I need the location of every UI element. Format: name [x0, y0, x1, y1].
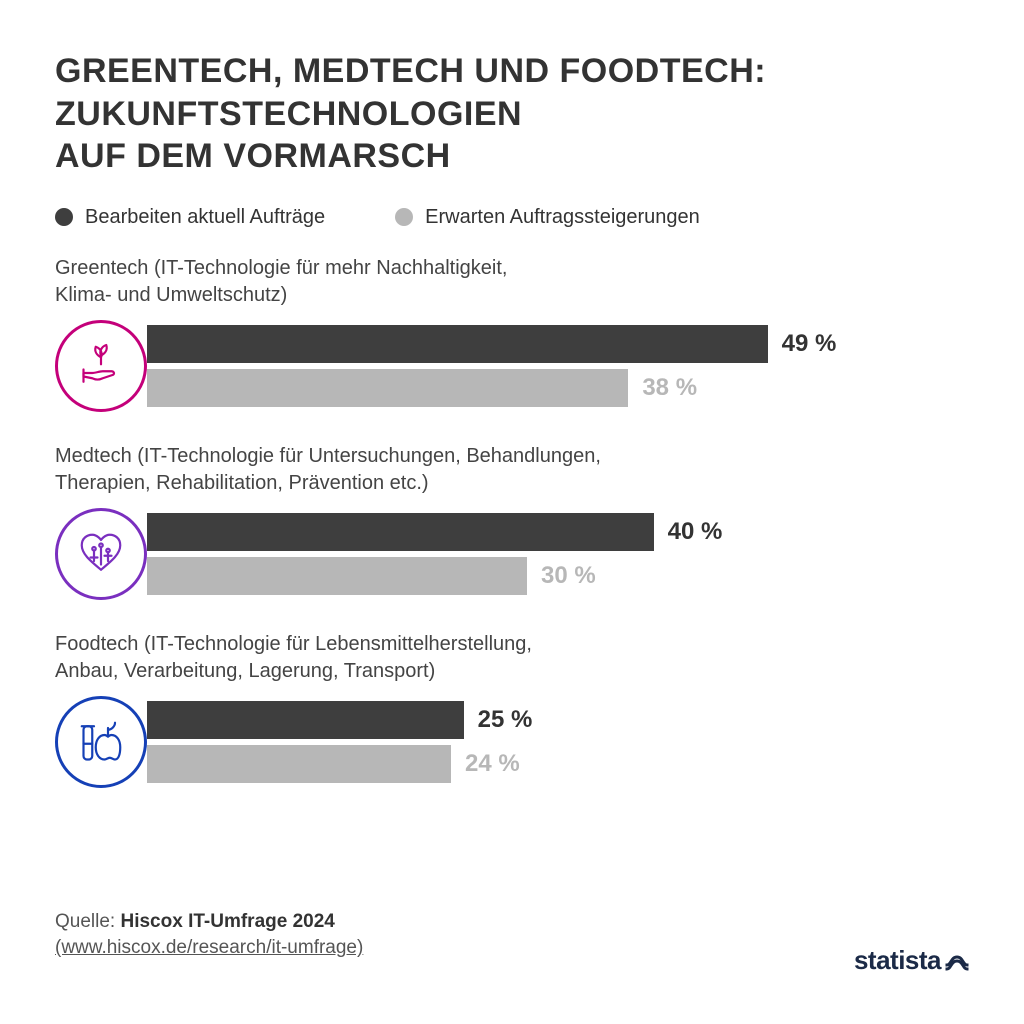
- source-bold: Hiscox IT-Umfrage 2024: [120, 911, 334, 932]
- category-desc: Foodtech (IT-Technologie für Lebensmitte…: [55, 631, 969, 685]
- bar: [147, 701, 464, 739]
- bars-wrap: 49 % 38 %: [55, 319, 969, 413]
- bars-wrap: 25 % 24 %: [55, 695, 969, 789]
- legend-label: Erwarten Auftragssteigerungen: [425, 206, 700, 229]
- source-caption: Quelle: Hiscox IT-Umfrage 2024 (www.hisc…: [55, 909, 363, 962]
- source-prefix: Quelle:: [55, 911, 120, 932]
- plant-hand-icon: [55, 320, 147, 412]
- title-line: ZUKUNFTSTECHNOLOGIEN: [55, 95, 522, 133]
- category-desc: Greentech (IT-Technologie für mehr Nachh…: [55, 255, 969, 309]
- category-medtech: Medtech (IT-Technologie für Untersuchung…: [55, 443, 969, 601]
- bar-stack: 40 % 30 %: [101, 507, 969, 601]
- title-line: GREENTECH, MEDTECH UND FOODTECH:: [55, 52, 766, 90]
- bar-row-expected: 30 %: [101, 557, 969, 595]
- statista-text: statista: [854, 945, 941, 976]
- bar-row-current: 25 %: [101, 701, 969, 739]
- category-greentech: Greentech (IT-Technologie für mehr Nachh…: [55, 255, 969, 413]
- bar-row-current: 49 %: [101, 325, 969, 363]
- legend-label: Bearbeiten aktuell Aufträge: [85, 206, 325, 229]
- source-url: (www.hiscox.de/research/it-umfrage): [55, 937, 363, 958]
- title-line: AUF DEM VORMARSCH: [55, 137, 451, 175]
- legend-dot: [55, 208, 73, 226]
- bar: [147, 369, 628, 407]
- statista-logo: statista: [854, 945, 969, 976]
- desc-line: Medtech (IT-Technologie für Untersuchung…: [55, 445, 601, 467]
- legend-dot: [395, 208, 413, 226]
- bar: [147, 513, 654, 551]
- desc-line: Greentech (IT-Technologie für mehr Nachh…: [55, 257, 507, 279]
- category-desc: Medtech (IT-Technologie für Untersuchung…: [55, 443, 969, 497]
- bar: [147, 325, 768, 363]
- bar-value-label: 24 %: [465, 750, 520, 778]
- statista-wave-icon: [945, 949, 969, 973]
- legend: Bearbeiten aktuell Aufträge Erwarten Auf…: [55, 206, 969, 229]
- bar-stack: 25 % 24 %: [101, 695, 969, 789]
- bar-value-label: 25 %: [478, 706, 533, 734]
- bar: [147, 557, 527, 595]
- bar-row-expected: 24 %: [101, 745, 969, 783]
- legend-item-expected: Erwarten Auftragssteigerungen: [395, 206, 700, 229]
- bar-chart: Greentech (IT-Technologie für mehr Nachh…: [55, 255, 969, 789]
- bar-stack: 49 % 38 %: [101, 319, 969, 413]
- desc-line: Anbau, Verarbeitung, Lagerung, Transport…: [55, 660, 435, 682]
- bar-value-label: 49 %: [782, 330, 837, 358]
- heart-circuit-icon: [55, 508, 147, 600]
- category-foodtech: Foodtech (IT-Technologie für Lebensmitte…: [55, 631, 969, 789]
- tube-apple-icon: [55, 696, 147, 788]
- bar: [147, 745, 451, 783]
- bar-value-label: 40 %: [668, 518, 723, 546]
- page-title: GREENTECH, MEDTECH UND FOODTECH: ZUKUNFT…: [55, 50, 969, 178]
- desc-line: Klima- und Umweltschutz): [55, 284, 287, 306]
- desc-line: Foodtech (IT-Technologie für Lebensmitte…: [55, 633, 532, 655]
- legend-item-current: Bearbeiten aktuell Aufträge: [55, 206, 325, 229]
- bar-value-label: 30 %: [541, 562, 596, 590]
- desc-line: Therapien, Rehabilitation, Prävention et…: [55, 472, 429, 494]
- bar-row-expected: 38 %: [101, 369, 969, 407]
- bars-wrap: 40 % 30 %: [55, 507, 969, 601]
- bar-row-current: 40 %: [101, 513, 969, 551]
- bar-value-label: 38 %: [642, 374, 697, 402]
